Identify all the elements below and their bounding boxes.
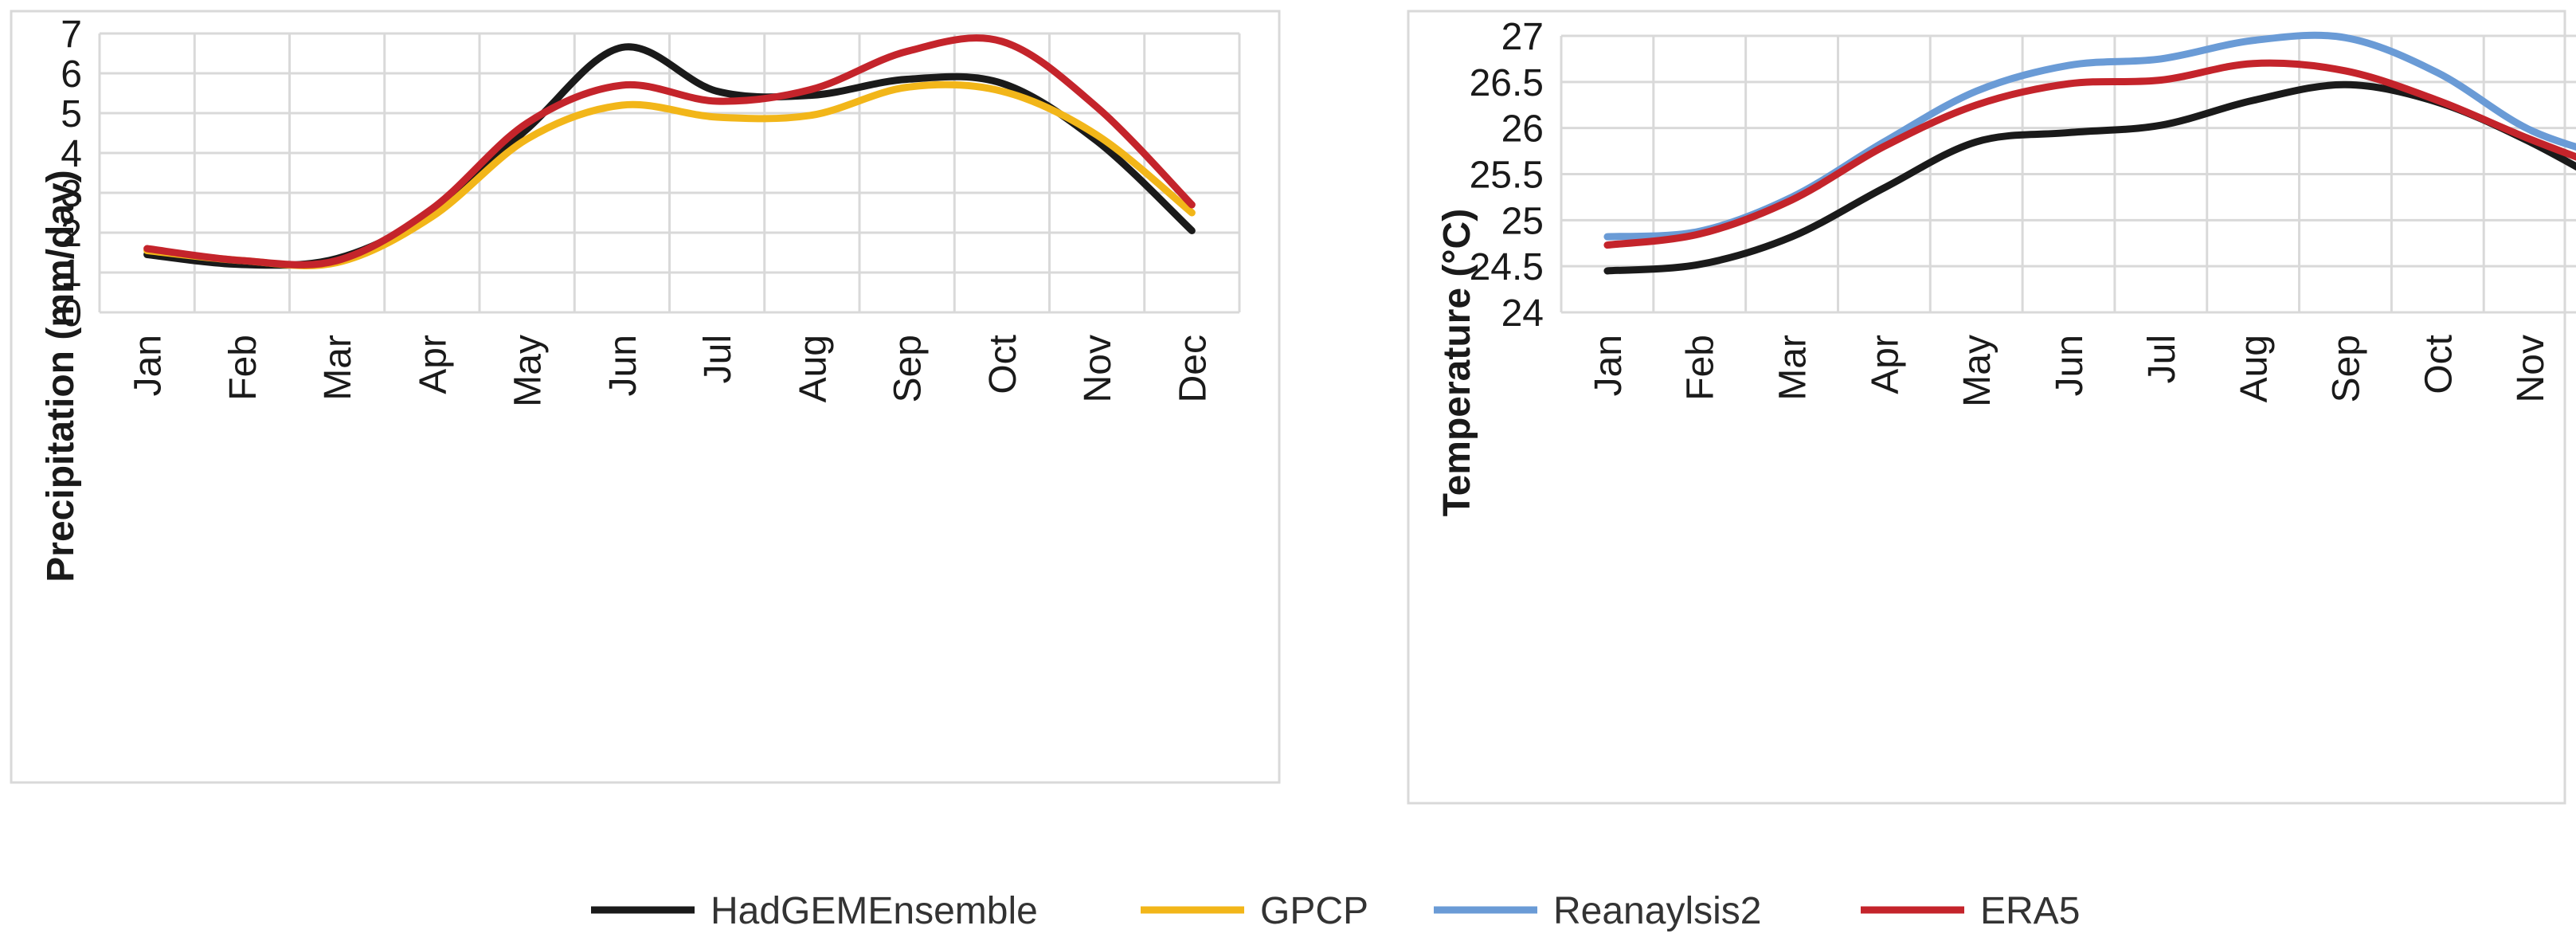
legend-item-era5: ERA5 [1861,890,2080,932]
precipitation-x-tick-label: Dec [1172,335,1214,402]
precipitation-y-tick-label: 0 [61,292,82,335]
temperature-x-tick-label: Jan [1587,335,1630,396]
chart-legend: HadGEMEnsemble GPCP Reanaylsis2 ERA5 [591,890,2080,932]
temperature-x-ticks: Jan Feb Mar Apr May Jun Jul Aug Sep Oct Nov [1587,335,2552,407]
temperature-y-tick-label: 26 [1501,108,1544,151]
precipitation-y-tick-label: 7 [61,14,82,56]
temperature-y-tick-label: 25.5 [1470,155,1544,197]
precipitation-y-tick-label: 3 [61,173,82,215]
precipitation-x-tick-label: Jul [697,335,739,383]
precipitation-x-tick-label: Jan [127,335,170,396]
precipitation-y-axis-label: Precipitation (mm/day) [40,170,82,582]
precipitation-x-tick-label: Feb [222,335,264,401]
temperature-gridlines [1560,34,2576,314]
temperature-x-tick-label: Jul [2141,335,2183,383]
legend-label-hadgemensemble: HadGEMEnsemble [711,890,1038,932]
legend-item-gpcp: GPCP [1141,890,1368,932]
temperature-y-tick-label: 25 [1501,200,1544,242]
temperature-y-tick-label: 24.5 [1470,246,1544,288]
temperature-y-tick-label: 26.5 [1470,62,1544,104]
legend-label-era5: ERA5 [1980,890,2080,932]
precipitation-series-era5 [143,34,1196,269]
temperature-chart-frame [1407,10,2566,805]
precipitation-y-tick-label: 5 [61,93,82,135]
temperature-x-tick-label: Aug [2233,335,2276,402]
temperature-x-tick-label: Oct [2417,335,2460,394]
temperature-x-tick-label: Jun [2049,335,2091,396]
temperature-y-axis-label: Temperature (°C) [1436,209,1478,516]
temperature-x-tick-label: Feb [1680,335,1722,401]
legend-item-hadgemensemble: HadGEMEnsemble [591,890,1038,932]
temperature-series-hadgemensemble [1603,80,2576,275]
precipitation-x-tick-label: Apr [412,335,454,394]
temperature-series [1603,31,2576,275]
legend-item-reanaylsis2: Reanaylsis2 [1434,890,1761,932]
temperature-series-era5 [1603,59,2576,249]
temperature-x-tick-label: Apr [1864,335,1906,394]
legend-label-gpcp: GPCP [1260,890,1368,932]
precipitation-x-tick-label: Aug [792,335,834,402]
temperature-x-tick-label: Sep [2325,335,2367,402]
precipitation-y-tick-label: 4 [61,133,82,175]
precipitation-series [143,34,1196,269]
precipitation-y-tick-label: 6 [61,53,82,96]
temperature-x-tick-label: May [1956,335,1999,407]
precipitation-chart-frame [10,10,1281,784]
temperature-y-tick-label: 24 [1501,292,1544,335]
precipitation-x-tick-label: Nov [1077,335,1119,402]
temperature-x-tick-label: Mar [1772,335,1815,401]
temperature-y-tick-label: 27 [1501,16,1544,58]
precipitation-x-tick-label: Jun [602,335,644,396]
precipitation-x-tick-label: Sep [887,335,930,402]
legend-label-reanaylsis2: Reanaylsis2 [1553,890,1761,932]
precipitation-x-tick-label: Mar [317,335,359,401]
precipitation-x-ticks: Jan Feb Mar Apr May Jun Jul Aug Sep Oct Nov Dec [127,335,1215,407]
precipitation-x-tick-label: May [507,335,550,407]
precipitation-y-tick-label: 2 [61,213,82,255]
temperature-x-tick-label: Nov [2510,335,2552,402]
temperature-series-reanaylsis2 [1603,31,2576,241]
precipitation-x-tick-label: Oct [982,335,1024,394]
precipitation-gridlines [98,32,1241,314]
precipitation-y-tick-label: 1 [61,253,82,295]
